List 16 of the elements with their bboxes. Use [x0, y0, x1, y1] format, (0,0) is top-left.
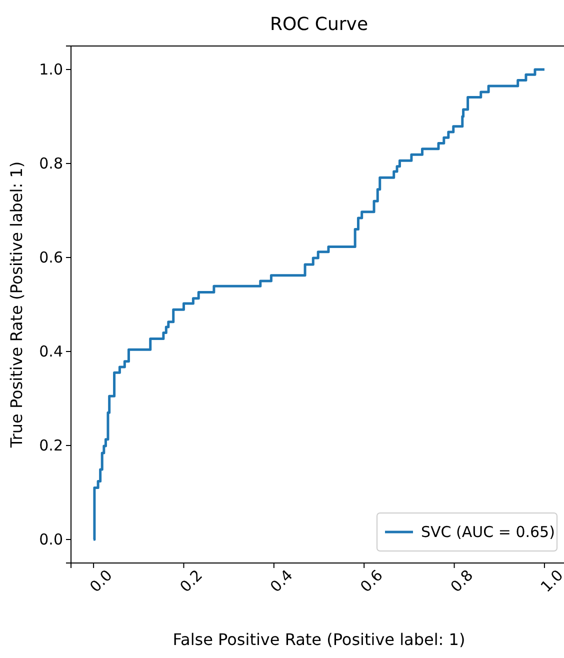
x-tick-label: 0.4: [266, 566, 296, 596]
y-tick-label: 0.0: [39, 530, 63, 548]
x-axis-title: False Positive Rate (Positive label: 1): [172, 630, 466, 649]
legend-label: SVC (AUC = 0.65): [421, 523, 555, 541]
y-tick-label: 0.4: [39, 342, 63, 360]
y-tick-label: 0.2: [39, 436, 63, 454]
x-tick-label: 0.0: [86, 566, 116, 596]
y-tick-label: 0.8: [39, 154, 63, 172]
y-tick-label: 0.6: [39, 248, 63, 266]
y-axis-title: True Positive Rate (Positive label: 1): [7, 161, 26, 449]
x-tick-label: 0.2: [176, 566, 206, 596]
x-tick-label: 0.6: [356, 566, 386, 596]
x-tick-label: 1.0: [537, 566, 564, 596]
x-tick-label: 0.8: [446, 566, 477, 596]
y-tick-label: 1.0: [39, 60, 63, 78]
chart-title: ROC Curve: [270, 14, 368, 35]
